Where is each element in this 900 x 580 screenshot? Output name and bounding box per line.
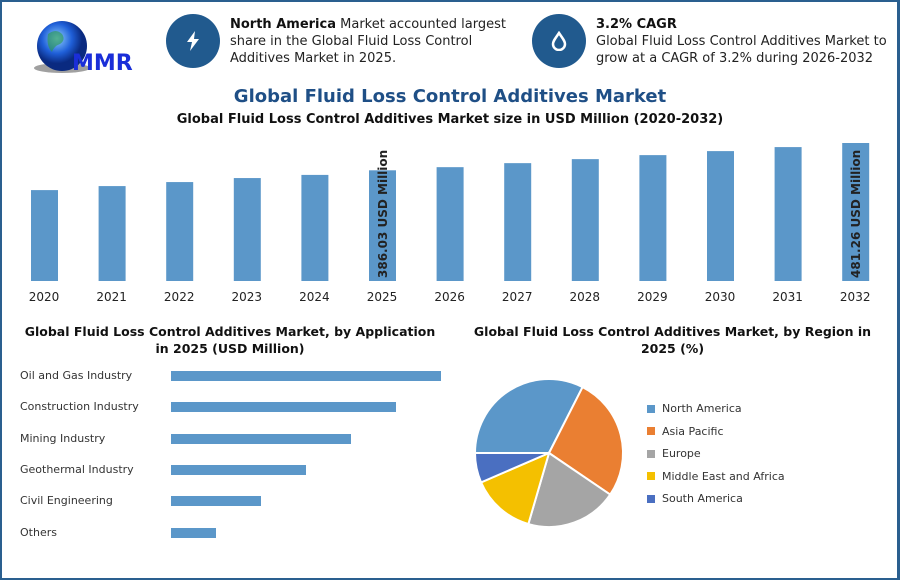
bar-construction-industry: [171, 402, 396, 413]
bar-others: [171, 527, 217, 538]
category-label: Others: [20, 525, 57, 539]
category-label: Civil Engineering: [20, 494, 113, 508]
region-pie-chart: [473, 378, 624, 528]
x-tick-label: 2030: [705, 290, 736, 304]
mmr-logo: MMR: [22, 16, 137, 76]
x-tick-label: 2020: [29, 290, 60, 304]
legend-item: South America: [647, 492, 743, 505]
x-tick-label: 2026: [434, 290, 465, 304]
category-label: Geothermal Industry: [20, 462, 134, 476]
legend-label: Asia Pacific: [662, 424, 724, 438]
bar-chart-title: Global Fluid Loss Control Additives Mark…: [176, 112, 724, 127]
category-label: Construction Industry: [20, 400, 139, 414]
info-north-america: North America Market accounted largest s…: [230, 17, 506, 66]
legend-swatch: [647, 404, 655, 413]
lightning-icon: [166, 14, 220, 68]
x-tick-label: 2027: [502, 290, 533, 304]
bar-2022: [166, 182, 194, 281]
x-tick-label: 2024: [299, 290, 330, 304]
bar-2027: [504, 163, 532, 281]
bar-2026: [436, 167, 464, 281]
logo-text: MMR: [72, 51, 133, 76]
x-tick-label: 2025: [367, 290, 398, 304]
bar-oil-and-gas-industry: [171, 371, 441, 381]
bar-2028: [571, 159, 599, 281]
legend-label: South America: [662, 492, 743, 505]
x-tick-label: 2021: [96, 290, 127, 304]
bar-2024: [301, 174, 329, 281]
bar-2029: [639, 155, 667, 281]
bar-mining-industry: [171, 433, 352, 444]
legend-label: North America: [662, 402, 742, 415]
legend-item: North America: [647, 402, 742, 415]
bar-2021: [98, 186, 126, 281]
bar-2032: [842, 143, 870, 281]
main-title: Global Fluid Loss Control Additives Mark…: [233, 86, 667, 107]
legend-label: Europe: [662, 447, 701, 460]
data-label: 481.26 USD Million: [849, 150, 863, 278]
application-chart-title: Global Fluid Loss Control Additives Mark…: [24, 324, 436, 356]
legend-swatch: [647, 427, 655, 435]
bar-2025: [369, 170, 396, 281]
data-label: 386.03 USD Million: [376, 150, 390, 278]
category-label: Mining Industry: [20, 431, 106, 445]
legend-item: Europe: [647, 447, 701, 460]
slice-south-america: [473, 452, 550, 484]
x-tick-label: 2032: [840, 290, 871, 304]
bar-civil-engineering: [171, 496, 261, 507]
bar-2030: [707, 151, 734, 281]
bar-2020: [31, 190, 58, 281]
bar-2031: [774, 147, 802, 281]
x-tick-label: 2031: [772, 290, 803, 304]
slice-middle-east-and-africa: [479, 451, 551, 526]
x-tick-label: 2029: [637, 290, 668, 304]
market-size-bar-chart: 2020 2021 2022 2023 2024 2025 386.03 USD Milli…: [29, 143, 871, 304]
bar-geothermal-industry: [171, 464, 306, 475]
slice-north-america: [473, 378, 584, 454]
x-tick-label: 2028: [570, 290, 601, 304]
legend-swatch: [647, 472, 655, 480]
x-tick-label: 2023: [232, 290, 263, 304]
legend-swatch: [647, 494, 655, 503]
legend-item: Asia Pacific: [647, 425, 724, 438]
category-label: Oil and Gas Industry: [20, 369, 133, 382]
x-tick-label: 2022: [164, 290, 195, 304]
drop-icon: [532, 14, 586, 68]
slice-asia-pacific: [547, 385, 624, 496]
bar-2023: [233, 178, 261, 281]
legend-label: Middle East and Africa: [662, 469, 785, 483]
info-cagr: 3.2% CAGR Global Fluid Loss Control Addit…: [596, 17, 887, 66]
legend-item: Middle East and Africa: [647, 470, 785, 483]
legend-swatch: [647, 449, 655, 458]
region-chart-title: Global Fluid Loss Control Additives Mark…: [473, 324, 872, 356]
slice-europe: [527, 451, 612, 528]
